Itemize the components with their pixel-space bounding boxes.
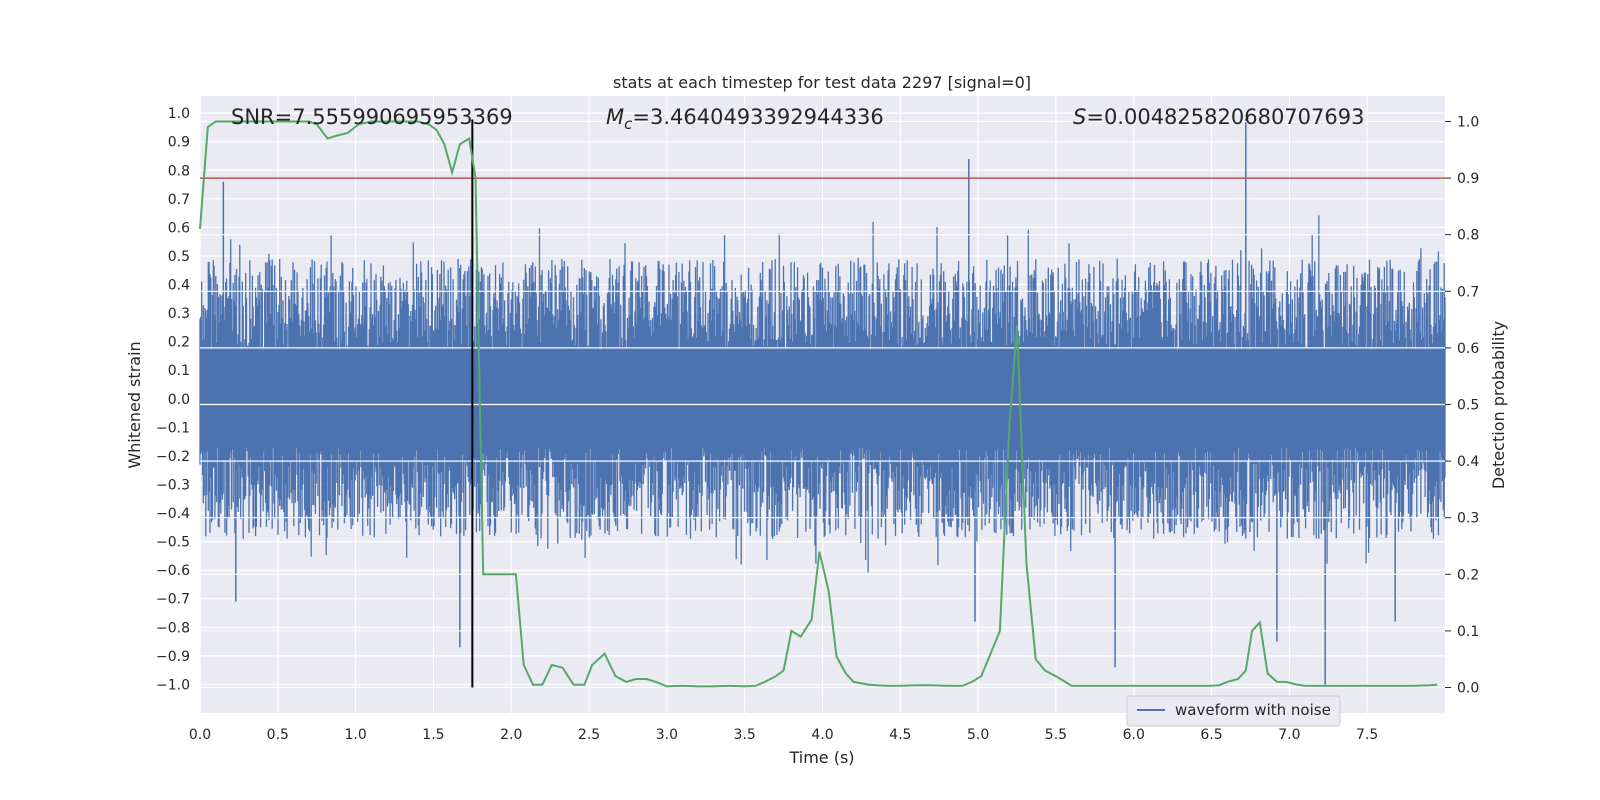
y-right-tick-label: 0.3 <box>1457 511 1479 527</box>
waveform-core <box>200 350 1445 448</box>
y-left-axis-label: Whitened strain <box>125 341 144 468</box>
snr-annotation: SNR=7.555990695953369 <box>231 105 513 129</box>
x-tick-label: 6.5 <box>1200 727 1222 743</box>
x-tick-label: 2.5 <box>578 727 600 743</box>
y-left-tick-label: 0.7 <box>168 192 190 208</box>
x-tick-label: 4.5 <box>889 727 911 743</box>
chart-title: stats at each timestep for test data 229… <box>613 73 1031 92</box>
y-left-tick-label: 0.9 <box>168 135 190 151</box>
y-left-tick-label: −0.3 <box>156 477 190 493</box>
x-tick-labels: 0.0 0.5 1.0 1.5 2.0 2.5 3.0 3.5 4.0 4.5 5.0 5.5 6.0 6… <box>189 727 1378 743</box>
y-left-tick-label: −0.1 <box>156 420 190 436</box>
y-left-tick-label: −0.8 <box>156 620 190 636</box>
y-right-tick-label: 0.4 <box>1457 454 1479 470</box>
y-left-tick-label: 0.2 <box>168 335 190 351</box>
s-annotation: S=0.004825820680707693 <box>1073 105 1364 129</box>
y-left-tick-label: −0.2 <box>156 449 190 465</box>
y-right-tick-label: 0.2 <box>1457 567 1479 583</box>
y-left-tick-label: 0.3 <box>168 306 190 322</box>
x-tick-label: 0.5 <box>267 727 289 743</box>
y-left-tick-label: 0.8 <box>168 163 190 179</box>
legend-box <box>1126 695 1341 727</box>
y-right-tick-label: 1.0 <box>1457 114 1479 130</box>
y-left-tick-labels: 1.0 0.9 0.8 0.7 0.6 0.5 0.4 0.3 0.2 0.1 0.0 −0.1 −0.… <box>156 106 190 693</box>
y-right-tick-label: 0.9 <box>1457 171 1479 187</box>
y-right-tick-label: 0.1 <box>1457 624 1479 640</box>
y-right-tick-label: 0.6 <box>1457 341 1479 357</box>
x-tick-label: 6.0 <box>1123 727 1145 743</box>
x-tick-label: 3.0 <box>656 727 678 743</box>
legend: waveform with noise <box>1126 695 1341 727</box>
y-left-tick-label: −0.6 <box>156 563 190 579</box>
detection-probability-line <box>199 120 1438 688</box>
y-right-tick-label: 0.8 <box>1457 228 1479 244</box>
y-left-tick-label: −0.7 <box>156 592 190 608</box>
y-right-tick-label: 0.0 <box>1457 681 1479 697</box>
x-tick-label: 5.5 <box>1045 727 1067 743</box>
y-left-tick-label: 0.4 <box>168 278 190 294</box>
y-right-tick-labels: 1.0 0.9 0.8 0.7 0.6 0.5 0.4 0.3 0.2 0.1 0.0 <box>1445 114 1479 697</box>
x-tick-label: 2.0 <box>500 727 522 743</box>
y-right-tick-label: 0.7 <box>1457 284 1479 300</box>
x-tick-label: 1.0 <box>344 727 366 743</box>
x-axis-label: Time (s) <box>788 748 854 767</box>
x-tick-label: 7.0 <box>1278 727 1300 743</box>
y-left-tick-label: 0.6 <box>168 220 190 236</box>
waveform-series <box>199 118 1446 689</box>
y-left-tick-label: −0.5 <box>156 535 190 551</box>
x-tick-label: 5.0 <box>967 727 989 743</box>
y-left-tick-label: 0.5 <box>168 249 190 265</box>
y-right-tick-label: 0.5 <box>1457 398 1479 414</box>
chirp-mass-annotation: Mc=3.4640493392944336 <box>606 105 884 133</box>
legend-label: waveform with noise <box>1175 701 1331 719</box>
y-left-tick-label: 0.1 <box>168 363 190 379</box>
y-right-axis-label: Detection probability <box>1489 321 1508 489</box>
x-tick-label: 0.0 <box>189 727 211 743</box>
y-left-tick-label: 1.0 <box>168 106 190 122</box>
x-tick-label: 4.0 <box>811 727 833 743</box>
y-left-tick-label: 0.0 <box>168 392 190 408</box>
x-tick-label: 1.5 <box>422 727 444 743</box>
x-tick-label: 7.5 <box>1356 727 1378 743</box>
y-left-tick-label: −0.4 <box>156 506 190 522</box>
y-left-tick-label: −0.9 <box>156 649 190 665</box>
x-tick-label: 3.5 <box>734 727 756 743</box>
y-left-tick-label: −1.0 <box>156 677 190 693</box>
